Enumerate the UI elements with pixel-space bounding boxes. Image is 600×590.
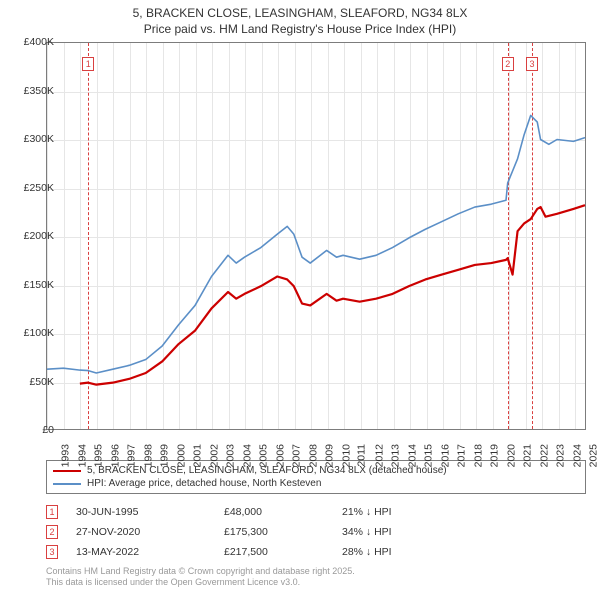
x-axis-label: 1994 bbox=[76, 444, 88, 467]
transaction-date: 30-JUN-1995 bbox=[76, 506, 206, 518]
x-axis-label: 2012 bbox=[373, 444, 385, 467]
x-axis-label: 2006 bbox=[274, 444, 286, 467]
x-axis-label: 2022 bbox=[538, 444, 550, 467]
chart-plot-area: 123 bbox=[46, 42, 586, 430]
transaction-row: 1 30-JUN-1995 £48,000 21% ↓ HPI bbox=[46, 502, 586, 522]
transaction-diff: 21% ↓ HPI bbox=[342, 506, 442, 518]
x-axis-label: 2017 bbox=[456, 444, 468, 467]
legend-item: HPI: Average price, detached house, Nort… bbox=[53, 477, 579, 490]
title-line2: Price paid vs. HM Land Registry's House … bbox=[0, 22, 600, 38]
x-axis-label: 2024 bbox=[571, 444, 583, 467]
y-axis-label: £400K bbox=[14, 36, 54, 48]
transaction-price: £175,300 bbox=[224, 526, 324, 538]
x-axis-label: 2018 bbox=[472, 444, 484, 467]
x-axis-label: 2015 bbox=[423, 444, 435, 467]
x-axis-label: 1998 bbox=[142, 444, 154, 467]
y-axis-label: £300K bbox=[14, 133, 54, 145]
x-axis-label: 2000 bbox=[175, 444, 187, 467]
x-axis-label: 2003 bbox=[224, 444, 236, 467]
x-axis-label: 1997 bbox=[125, 444, 137, 467]
x-axis-label: 2004 bbox=[241, 444, 253, 467]
transactions-table: 1 30-JUN-1995 £48,000 21% ↓ HPI 2 27-NOV-2020… bbox=[46, 502, 586, 562]
x-axis-label: 2013 bbox=[390, 444, 402, 467]
y-axis-label: £200K bbox=[14, 230, 54, 242]
x-axis-label: 2005 bbox=[258, 444, 270, 467]
transaction-marker: 2 bbox=[46, 525, 58, 539]
x-axis-label: 2020 bbox=[505, 444, 517, 467]
legend-label: HPI: Average price, detached house, Nort… bbox=[87, 478, 321, 489]
transaction-marker: 1 bbox=[46, 505, 58, 519]
x-axis-label: 1999 bbox=[158, 444, 170, 467]
x-axis-label: 2010 bbox=[340, 444, 352, 467]
transaction-diff: 28% ↓ HPI bbox=[342, 546, 442, 558]
x-axis-label: 1993 bbox=[59, 444, 71, 467]
y-axis-label: £350K bbox=[14, 85, 54, 97]
y-axis-label: £0 bbox=[14, 424, 54, 436]
y-axis-label: £150K bbox=[14, 279, 54, 291]
y-axis-label: £100K bbox=[14, 327, 54, 339]
chart-title: 5, BRACKEN CLOSE, LEASINGHAM, SLEAFORD, … bbox=[0, 0, 600, 37]
footer-line1: Contains HM Land Registry data © Crown c… bbox=[46, 566, 586, 577]
transaction-row: 2 27-NOV-2020 £175,300 34% ↓ HPI bbox=[46, 522, 586, 542]
footer-line2: This data is licensed under the Open Gov… bbox=[46, 577, 586, 588]
series-property bbox=[80, 205, 585, 384]
x-axis-label: 1995 bbox=[92, 444, 104, 467]
transaction-price: £217,500 bbox=[224, 546, 324, 558]
legend-swatch bbox=[53, 470, 81, 472]
transaction-date: 13-MAY-2022 bbox=[76, 546, 206, 558]
x-axis-label: 2021 bbox=[522, 444, 534, 467]
x-axis-label: 2025 bbox=[588, 444, 600, 467]
y-axis-label: £250K bbox=[14, 182, 54, 194]
x-axis-label: 1996 bbox=[109, 444, 121, 467]
transaction-diff: 34% ↓ HPI bbox=[342, 526, 442, 538]
x-axis-label: 2011 bbox=[356, 444, 368, 467]
transaction-marker: 3 bbox=[46, 545, 58, 559]
transaction-price: £48,000 bbox=[224, 506, 324, 518]
x-axis-label: 2019 bbox=[489, 444, 501, 467]
x-axis-label: 2023 bbox=[555, 444, 567, 467]
x-axis-label: 2016 bbox=[439, 444, 451, 467]
x-axis-label: 2002 bbox=[208, 444, 220, 467]
x-axis-label: 2008 bbox=[307, 444, 319, 467]
transaction-row: 3 13-MAY-2022 £217,500 28% ↓ HPI bbox=[46, 542, 586, 562]
footer-attribution: Contains HM Land Registry data © Crown c… bbox=[46, 566, 586, 588]
x-axis-label: 2014 bbox=[406, 444, 418, 467]
x-axis-label: 2001 bbox=[191, 444, 203, 467]
x-axis-label: 2009 bbox=[324, 444, 336, 467]
transaction-date: 27-NOV-2020 bbox=[76, 526, 206, 538]
title-line1: 5, BRACKEN CLOSE, LEASINGHAM, SLEAFORD, … bbox=[0, 6, 600, 22]
legend-swatch bbox=[53, 483, 81, 485]
x-axis-label: 2007 bbox=[291, 444, 303, 467]
y-axis-label: £50K bbox=[14, 376, 54, 388]
series-hpi bbox=[47, 115, 585, 373]
